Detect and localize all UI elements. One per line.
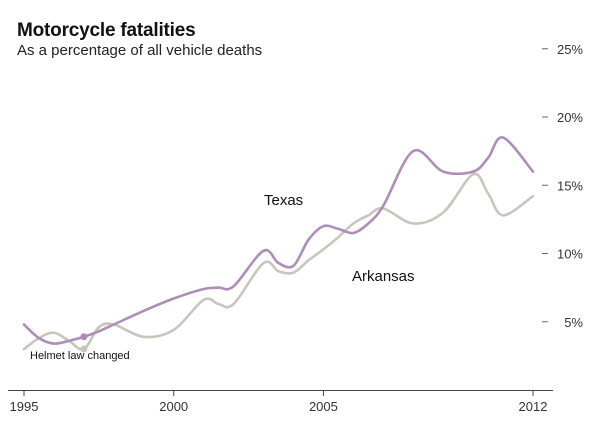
marker-texas <box>80 333 88 341</box>
y-tick-label: 20% <box>557 110 583 125</box>
series-label-arkansas: Arkansas <box>352 268 415 285</box>
chart-title: Motorcycle fatalities <box>17 20 196 41</box>
chart-subtitle: As a percentage of all vehicle deaths <box>17 42 263 59</box>
y-tick-label: 25% <box>557 42 583 57</box>
x-tick-label: 2000 <box>159 399 188 414</box>
y-tick-label: 10% <box>557 247 583 262</box>
x-tick-label: 2005 <box>309 399 338 414</box>
marker-arkansas <box>80 345 88 353</box>
x-tick-label: 1995 <box>10 399 39 414</box>
series-line-texas <box>22 136 535 345</box>
x-axis: 1995 2000 2005 2012 <box>8 390 553 414</box>
y-tick-label: 15% <box>557 178 583 193</box>
series-label-texas: Texas <box>264 192 303 209</box>
annotation-label: Helmet law changed <box>30 350 130 362</box>
series-lines: Texas Arkansas <box>22 136 535 351</box>
y-axis: 5% 10% 15% 20% 25% <box>542 42 583 330</box>
annotations: Helmet law changed <box>30 333 130 362</box>
y-tick-label: 5% <box>564 315 583 330</box>
series-line-arkansas <box>22 172 535 351</box>
x-tick-label: 2012 <box>519 399 548 414</box>
